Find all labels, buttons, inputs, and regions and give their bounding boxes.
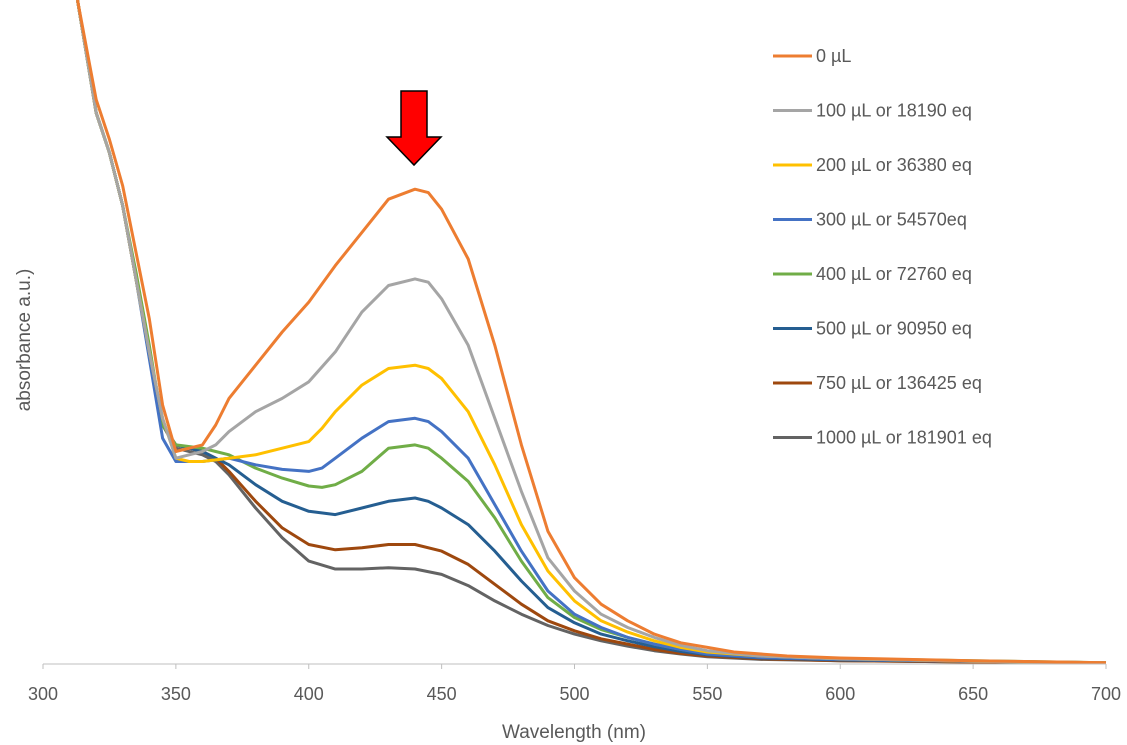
x-tick-label: 600 (825, 684, 855, 704)
x-axis-ticks: 300 350 400 450 500 550 600 650 700 (28, 664, 1121, 704)
x-tick-label: 500 (559, 684, 589, 704)
series-line (76, 0, 1107, 665)
legend-label: 200 µL or 36380 eq (816, 155, 972, 175)
x-tick-label: 300 (28, 684, 58, 704)
legend-label: 400 µL or 72760 eq (816, 264, 972, 284)
x-tick-label: 650 (958, 684, 988, 704)
legend-label: 750 µL or 136425 eq (816, 373, 982, 393)
legend-label: 1000 µL or 181901 eq (816, 428, 992, 448)
legend-label: 500 µL or 90950 eq (816, 319, 972, 339)
x-axis-label: Wavelength (nm) (502, 722, 646, 743)
x-tick-label: 450 (427, 684, 457, 704)
legend-label: 300 µL or 54570eq (816, 210, 967, 230)
y-axis-label: absorbance a.u.) (14, 269, 35, 412)
legend-label: 100 µL or 18190 eq (816, 101, 972, 121)
series-line (76, 0, 1107, 665)
series-layer (76, 0, 1107, 665)
x-tick-label: 400 (294, 684, 324, 704)
x-tick-label: 350 (161, 684, 191, 704)
legend-label: 0 µL (816, 46, 851, 66)
legend: 0 µL 100 µL or 18190 eq 200 µL or 36380 eq… (773, 46, 992, 448)
red-down-arrow-icon (385, 90, 443, 167)
x-tick-label: 550 (692, 684, 722, 704)
series-line (76, 0, 1107, 665)
x-tick-label: 700 (1091, 684, 1121, 704)
peak-arrow-annotation (385, 90, 443, 167)
